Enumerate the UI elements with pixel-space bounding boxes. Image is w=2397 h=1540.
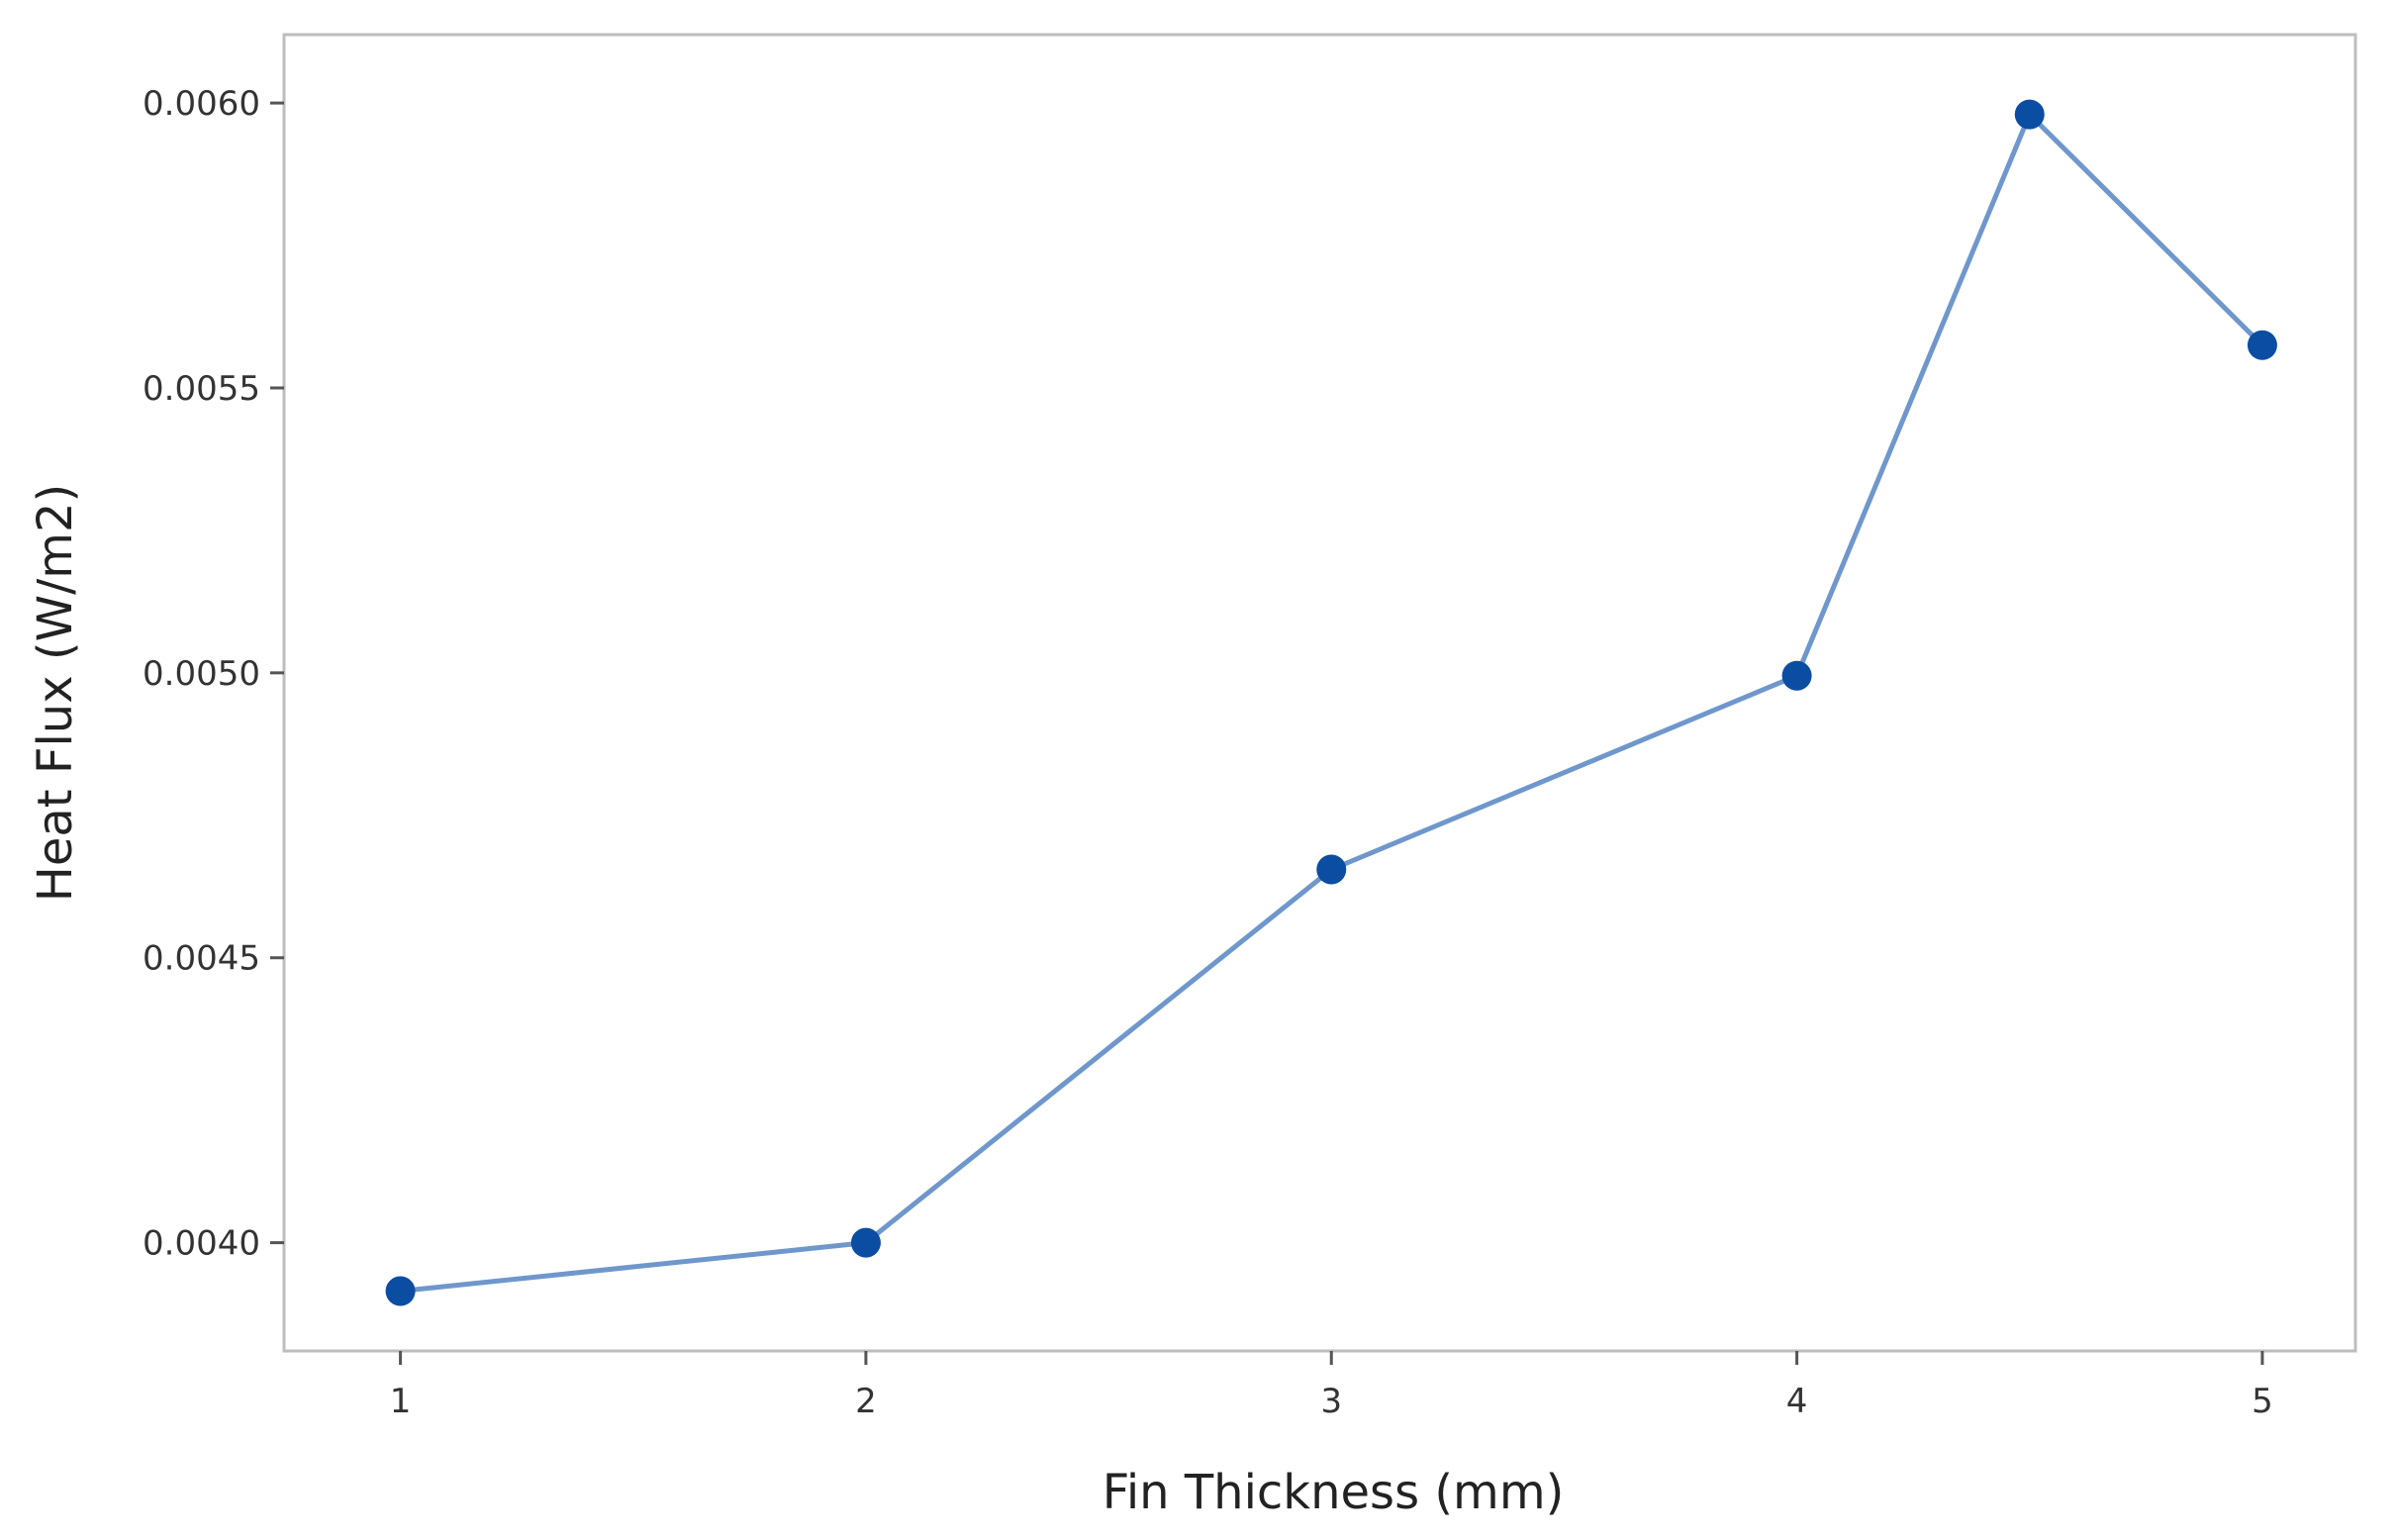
data-point: [385, 1276, 416, 1306]
plot-frame: [282, 33, 2357, 1353]
data-point: [1316, 854, 1347, 885]
y-tick-label: 0.0045: [143, 939, 260, 979]
series-line: [400, 112, 2264, 1294]
y-tick-label: 0.0060: [143, 84, 260, 124]
data-point: [1781, 660, 1812, 691]
data-point: [2247, 330, 2277, 360]
y-tick-label: 0.0040: [143, 1224, 260, 1264]
x-tick-label: 1: [390, 1382, 412, 1421]
x-tick-label: 2: [855, 1382, 877, 1421]
data-point: [2014, 99, 2045, 130]
data-point: [850, 1227, 881, 1258]
y-axis: 0.0040 0.0045 0.0050 0.0055 0.0060: [143, 84, 284, 1264]
x-tick-label: 4: [1786, 1382, 1808, 1421]
y-tick-label: 0.0050: [143, 654, 260, 694]
y-axis-title: Heat Flux (W/m2): [28, 484, 83, 903]
x-tick-label: 5: [2252, 1382, 2273, 1421]
y-tick-label: 0.0055: [143, 369, 260, 409]
series-layer: [385, 99, 2277, 1306]
x-tick-label: 3: [1320, 1382, 1342, 1421]
x-axis: 1 2 3 4 5: [390, 1351, 2273, 1421]
x-axis-title: Fin Thickness (mm): [1103, 1465, 1565, 1520]
